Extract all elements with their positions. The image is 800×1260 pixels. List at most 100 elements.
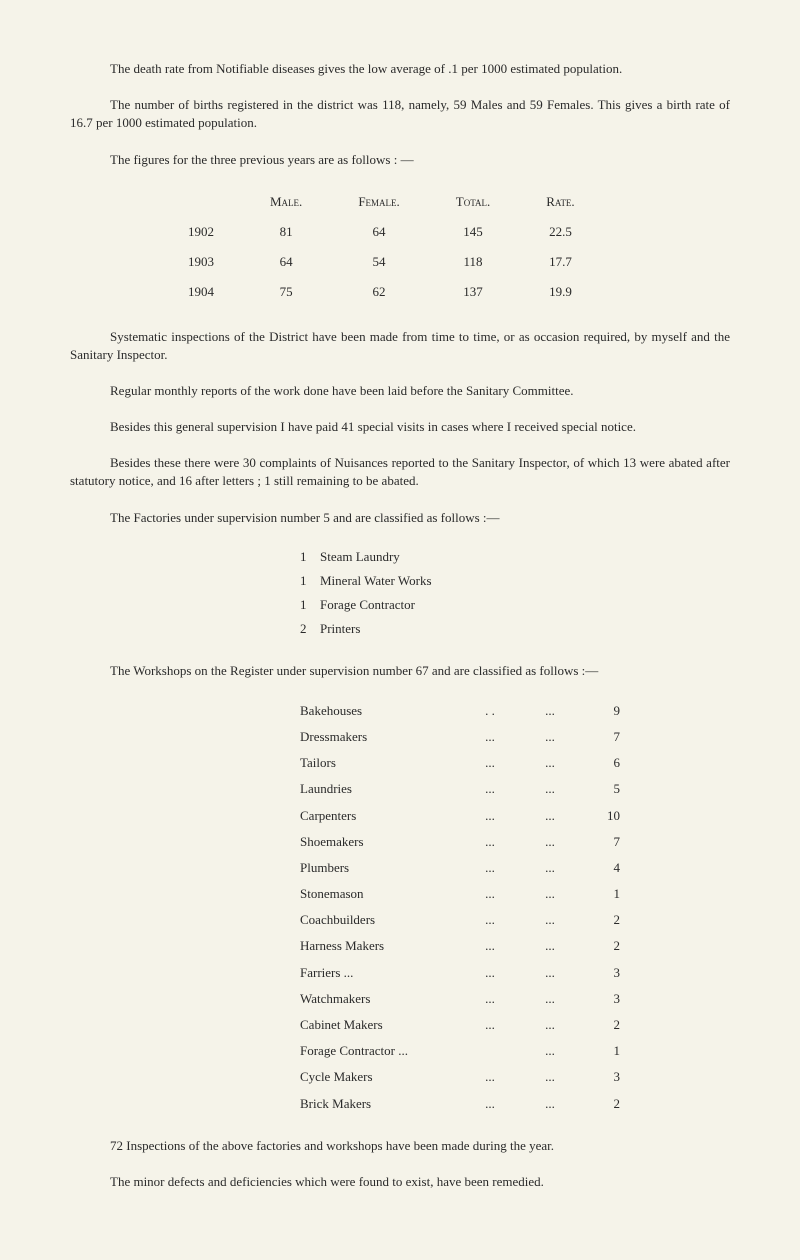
dots: ... bbox=[520, 986, 580, 1012]
table-row: Tailors......6 bbox=[300, 750, 620, 776]
dots: ... bbox=[460, 960, 520, 986]
col-female: Female. bbox=[330, 187, 427, 217]
table-cell: 19.9 bbox=[518, 277, 602, 307]
dots: ... bbox=[460, 907, 520, 933]
para-factories-intro: The Factories under supervision number 5… bbox=[70, 509, 730, 527]
para-workshops-intro: The Workshops on the Register under supe… bbox=[70, 662, 730, 680]
workshop-label: Farriers ... bbox=[300, 960, 460, 986]
dots: ... bbox=[460, 803, 520, 829]
table-cell: 118 bbox=[428, 247, 518, 277]
dots: ... bbox=[460, 881, 520, 907]
table-row: 1904756213719.9 bbox=[160, 277, 603, 307]
dots: ... bbox=[520, 907, 580, 933]
table-row: Cabinet Makers......2 bbox=[300, 1012, 620, 1038]
dots: ... bbox=[520, 933, 580, 959]
workshop-count: 7 bbox=[580, 829, 620, 855]
workshop-count: 3 bbox=[580, 986, 620, 1012]
dots: ... bbox=[520, 829, 580, 855]
workshop-count: 5 bbox=[580, 776, 620, 802]
table-cell: 137 bbox=[428, 277, 518, 307]
table-cell: 62 bbox=[330, 277, 427, 307]
dots: ... bbox=[460, 1012, 520, 1038]
dots: ... bbox=[460, 724, 520, 750]
workshop-label: Shoemakers bbox=[300, 829, 460, 855]
table-row: Bakehouses. ....9 bbox=[300, 698, 620, 724]
workshop-label: Laundries bbox=[300, 776, 460, 802]
table-row: Forage Contractor ......1 bbox=[300, 1038, 620, 1064]
workshop-label: Carpenters bbox=[300, 803, 460, 829]
workshop-count: 3 bbox=[580, 960, 620, 986]
table-cell: 64 bbox=[242, 247, 330, 277]
table-cell: 64 bbox=[330, 217, 427, 247]
factory-list: 1Steam Laundry1Mineral Water Works1Forag… bbox=[300, 545, 730, 642]
list-item-count: 1 bbox=[300, 548, 320, 566]
list-item-label: Mineral Water Works bbox=[320, 573, 432, 588]
dots: ... bbox=[520, 1091, 580, 1117]
workshop-count: 10 bbox=[580, 803, 620, 829]
col-year bbox=[160, 187, 242, 217]
workshop-count: 4 bbox=[580, 855, 620, 881]
dots: ... bbox=[460, 855, 520, 881]
workshops-table: Bakehouses. ....9Dressmakers......7Tailo… bbox=[300, 698, 620, 1117]
dots: ... bbox=[460, 1091, 520, 1117]
workshop-label: Tailors bbox=[300, 750, 460, 776]
workshop-count: 6 bbox=[580, 750, 620, 776]
list-item: 1Steam Laundry bbox=[300, 545, 730, 569]
workshop-label: Harness Makers bbox=[300, 933, 460, 959]
para-births: The number of births registered in the d… bbox=[70, 96, 730, 132]
table-cell: 81 bbox=[242, 217, 330, 247]
list-item-label: Printers bbox=[320, 621, 360, 636]
workshop-count: 2 bbox=[580, 1091, 620, 1117]
table-cell: 75 bbox=[242, 277, 330, 307]
workshop-label: Plumbers bbox=[300, 855, 460, 881]
table-cell: 1903 bbox=[160, 247, 242, 277]
workshop-count: 1 bbox=[580, 881, 620, 907]
table-row: Plumbers......4 bbox=[300, 855, 620, 881]
table-cell: 22.5 bbox=[518, 217, 602, 247]
list-item-count: 2 bbox=[300, 620, 320, 638]
dots: ... bbox=[520, 1012, 580, 1038]
dots: ... bbox=[520, 698, 580, 724]
workshop-count: 2 bbox=[580, 907, 620, 933]
dots bbox=[460, 1038, 520, 1064]
table-row: 1902816414522.5 bbox=[160, 217, 603, 247]
para-inspections-count: 72 Inspections of the above factories an… bbox=[70, 1137, 730, 1155]
table-row: Farriers .........3 bbox=[300, 960, 620, 986]
list-item-label: Steam Laundry bbox=[320, 549, 400, 564]
dots: ... bbox=[460, 829, 520, 855]
dots: ... bbox=[520, 724, 580, 750]
table-header-row: Male. Female. Total. Rate. bbox=[160, 187, 603, 217]
col-total: Total. bbox=[428, 187, 518, 217]
table-row: 1903645411817.7 bbox=[160, 247, 603, 277]
workshop-label: Forage Contractor ... bbox=[300, 1038, 460, 1064]
table-row: Laundries......5 bbox=[300, 776, 620, 802]
workshop-label: Brick Makers bbox=[300, 1091, 460, 1117]
list-item-count: 1 bbox=[300, 596, 320, 614]
para-defects: The minor defects and deficiencies which… bbox=[70, 1173, 730, 1191]
table-cell: 1904 bbox=[160, 277, 242, 307]
dots: ... bbox=[520, 1038, 580, 1064]
table-row: Cycle Makers......3 bbox=[300, 1064, 620, 1090]
workshop-label: Cycle Makers bbox=[300, 1064, 460, 1090]
workshop-label: Stonemason bbox=[300, 881, 460, 907]
workshop-label: Coachbuilders bbox=[300, 907, 460, 933]
table-row: Watchmakers......3 bbox=[300, 986, 620, 1012]
col-male: Male. bbox=[242, 187, 330, 217]
workshop-count: 2 bbox=[580, 933, 620, 959]
rates-table: Male. Female. Total. Rate. 1902816414522… bbox=[160, 187, 603, 308]
para-figures-intro: The figures for the three previous years… bbox=[70, 151, 730, 169]
dots: ... bbox=[460, 776, 520, 802]
dots: ... bbox=[520, 776, 580, 802]
para-death-rate: The death rate from Notifiable diseases … bbox=[70, 60, 730, 78]
dots: ... bbox=[520, 881, 580, 907]
workshop-count: 7 bbox=[580, 724, 620, 750]
table-row: Coachbuilders......2 bbox=[300, 907, 620, 933]
list-item-label: Forage Contractor bbox=[320, 597, 415, 612]
dots: ... bbox=[460, 1064, 520, 1090]
list-item-count: 1 bbox=[300, 572, 320, 590]
table-row: Stonemason......1 bbox=[300, 881, 620, 907]
workshop-count: 9 bbox=[580, 698, 620, 724]
dots: ... bbox=[460, 750, 520, 776]
para-special-visits: Besides this general supervision I have … bbox=[70, 418, 730, 436]
workshop-count: 2 bbox=[580, 1012, 620, 1038]
